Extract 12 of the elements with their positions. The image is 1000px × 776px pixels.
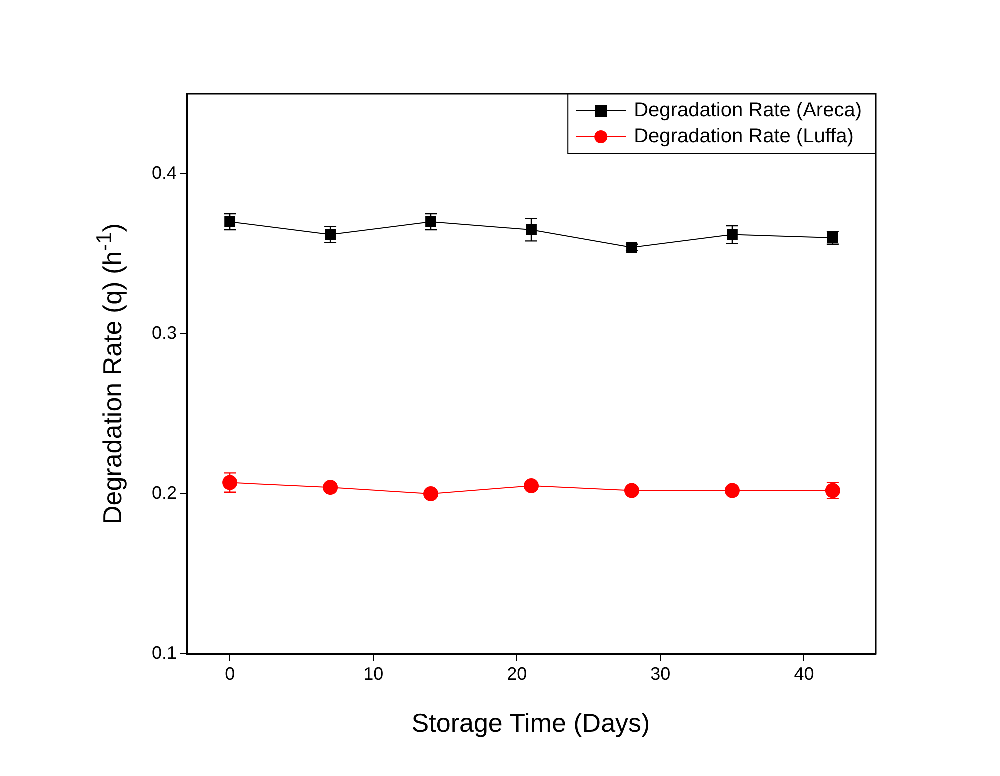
y-tick-label: 0.4 (152, 162, 177, 183)
x-axis-title: Storage Time (Days) (412, 708, 650, 739)
y-tick-label: 0.1 (152, 642, 177, 663)
legend-label: Degradation Rate (Luffa) (634, 126, 854, 148)
x-tick-label: 40 (794, 664, 814, 684)
x-tick-label: 10 (364, 664, 384, 684)
legend-label: Degradation Rate (Areca) (634, 100, 862, 122)
y-tick-label: 0.2 (152, 482, 177, 503)
x-tick-label: 20 (507, 664, 528, 684)
x-tick-label: 0 (225, 664, 236, 684)
x-tick-label: 30 (650, 664, 671, 684)
y-tick-label: 0.3 (152, 322, 177, 343)
